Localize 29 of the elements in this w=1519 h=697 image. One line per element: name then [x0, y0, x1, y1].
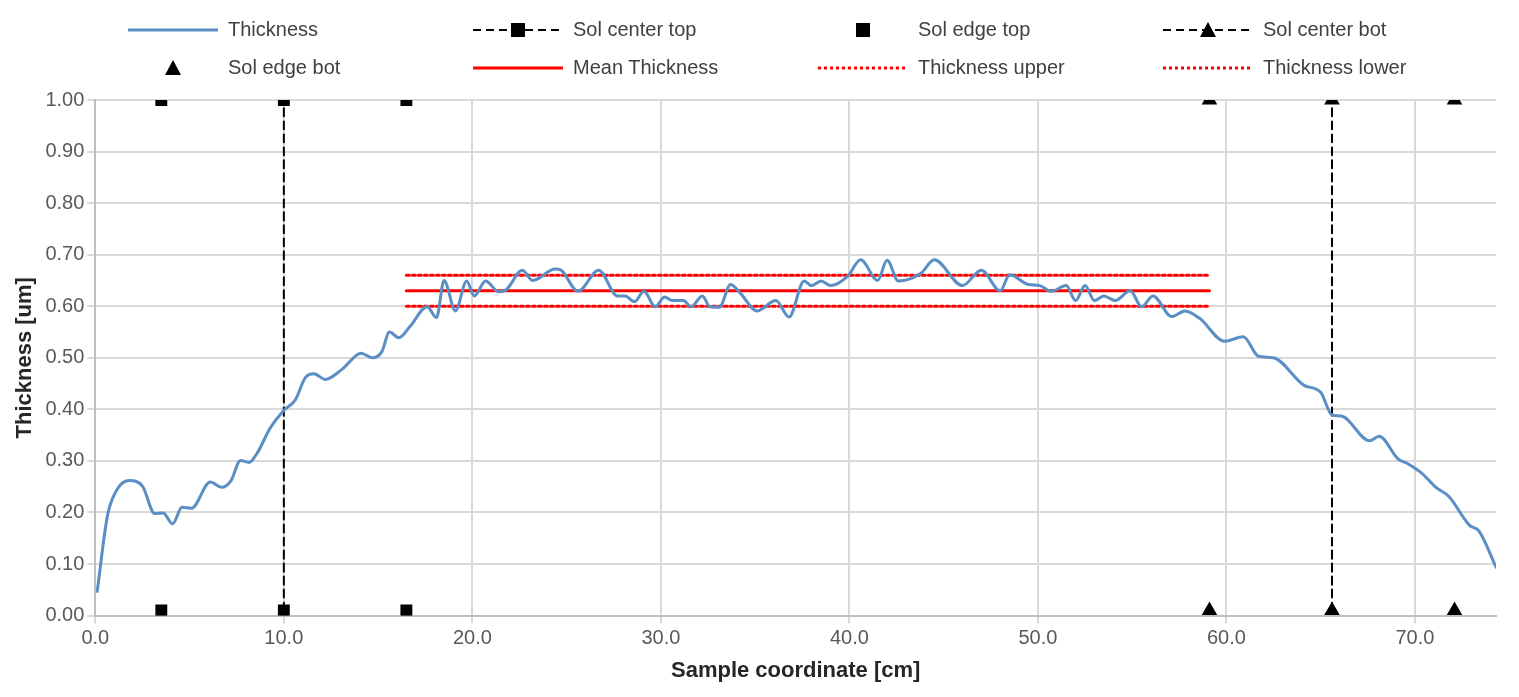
- y-tick-label: 0.60: [45, 293, 85, 316]
- x-tick-label: 40.0: [829, 626, 869, 649]
- x-tick-label: 10.0: [264, 626, 304, 649]
- y-tick-label: 0.40: [45, 396, 85, 419]
- legend-label: Thickness upper: [918, 55, 1066, 78]
- x-axis-title: Sample coordinate [cm]: [670, 656, 921, 682]
- legend-label: Thickness: [228, 17, 319, 40]
- x-tick-label: 70.0: [1395, 626, 1435, 649]
- legend-label: Thickness lower: [1263, 55, 1407, 78]
- y-tick-label: 0.10: [45, 551, 85, 574]
- legend-label: Sol center bot: [1263, 17, 1387, 40]
- y-tick-label: 0.80: [45, 190, 85, 213]
- x-tick-label: 60.0: [1206, 626, 1246, 649]
- y-tick-label: 0.20: [45, 500, 85, 522]
- y-tick-label: 0.00: [45, 603, 85, 626]
- y-tick-label: 0.50: [45, 345, 85, 368]
- x-tick-label: 50.0: [1018, 626, 1058, 649]
- legend-label: Sol edge top: [918, 17, 1031, 40]
- y-tick-label: 0.30: [45, 448, 85, 471]
- x-tick-label: 0.0: [81, 626, 110, 649]
- legend-label: Sol edge bot: [228, 55, 341, 78]
- legend-label: Sol center top: [573, 17, 697, 40]
- y-tick-label: 0.70: [45, 242, 85, 265]
- x-tick-label: 30.0: [641, 626, 681, 649]
- legend-label: Mean Thickness: [573, 55, 719, 78]
- y-axis-title: Thickness [um]: [11, 277, 37, 439]
- x-tick-label: 20.0: [452, 626, 492, 649]
- y-tick-label: 1.00: [45, 87, 85, 110]
- y-tick-label: 0.90: [45, 139, 85, 162]
